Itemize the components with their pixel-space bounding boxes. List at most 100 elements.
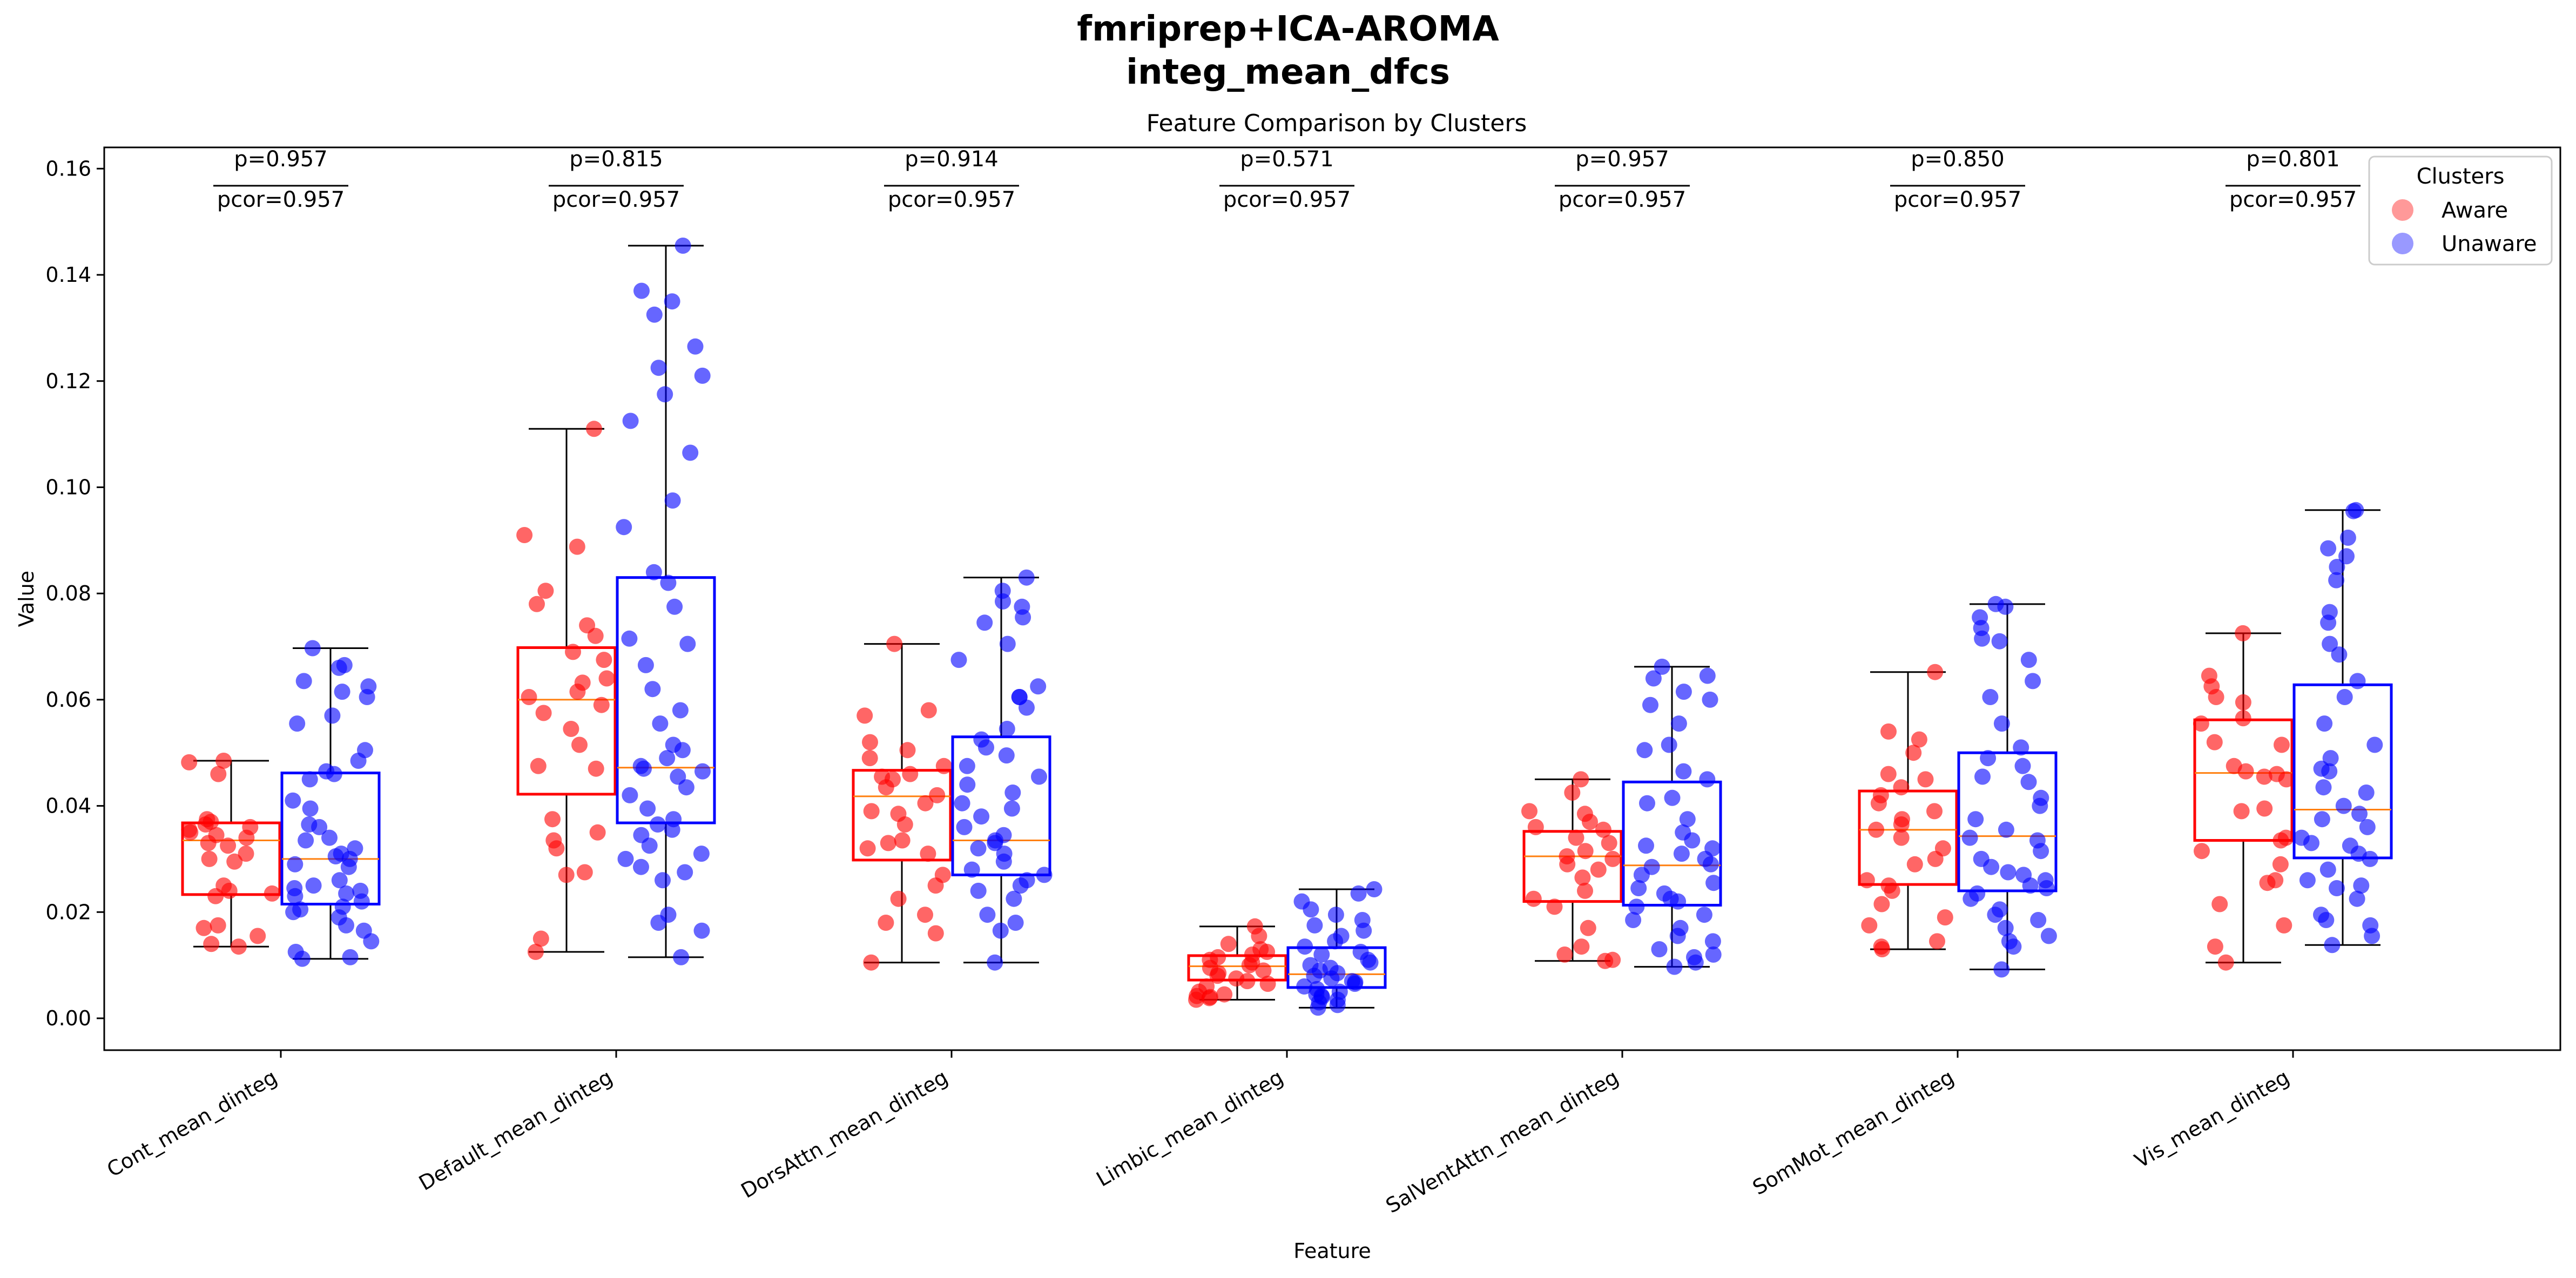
- data-point-aware: [527, 944, 544, 960]
- data-point-unaware: [1664, 789, 1681, 806]
- data-point-aware: [1546, 898, 1563, 915]
- data-point-aware: [1927, 850, 1944, 867]
- data-point-unaware: [1015, 609, 1031, 626]
- data-point-unaware: [304, 640, 321, 657]
- data-point-aware: [886, 635, 903, 652]
- data-point-unaware: [644, 681, 661, 698]
- data-point-unaware: [675, 238, 691, 254]
- data-point-unaware: [287, 856, 304, 873]
- data-point-aware: [1573, 771, 1589, 788]
- data-point-unaware: [1983, 858, 2000, 875]
- data-point-unaware: [999, 635, 1016, 652]
- data-point-aware: [1239, 973, 1256, 990]
- data-point-unaware: [2303, 835, 2319, 851]
- data-point-unaware: [1651, 941, 1668, 958]
- data-point-aware: [2235, 710, 2251, 727]
- data-point-aware: [1911, 731, 1927, 748]
- data-point-unaware: [959, 758, 975, 774]
- data-point-unaware: [677, 864, 693, 881]
- data-point-unaware: [2353, 877, 2370, 894]
- data-point-aware: [1556, 946, 1573, 963]
- data-point-unaware: [350, 753, 367, 769]
- data-point-aware: [927, 925, 944, 942]
- data-point-unaware: [1346, 976, 1363, 992]
- data-point-aware: [1241, 957, 1258, 973]
- data-point-aware: [917, 907, 933, 923]
- data-point-unaware: [287, 888, 304, 904]
- box-unaware: [951, 735, 1051, 876]
- data-point-unaware: [1329, 997, 1346, 1013]
- data-point-aware: [862, 734, 878, 750]
- box-unaware: [2292, 683, 2393, 860]
- data-point-unaware: [2366, 736, 2383, 753]
- data-point-aware: [1929, 933, 1945, 950]
- data-point-unaware: [2000, 864, 2017, 881]
- data-point-unaware: [2314, 811, 2330, 828]
- data-point-aware: [1189, 988, 1205, 1004]
- data-point-aware: [529, 596, 545, 612]
- data-point-unaware: [655, 872, 671, 889]
- data-point-aware: [1880, 723, 1897, 740]
- data-point-unaware: [2364, 928, 2381, 944]
- data-point-aware: [1873, 896, 1890, 912]
- data-point-unaware: [621, 630, 638, 647]
- data-point-aware: [264, 885, 280, 902]
- data-point-aware: [880, 835, 896, 851]
- data-point-unaware: [2324, 937, 2341, 954]
- data-point-unaware: [295, 673, 312, 689]
- data-point-aware: [249, 928, 266, 944]
- data-point-aware: [878, 915, 894, 931]
- data-point-unaware: [2339, 529, 2356, 546]
- legend-label-unaware: Unaware: [2442, 232, 2537, 256]
- data-point-aware: [2272, 832, 2289, 849]
- legend-label-aware: Aware: [2442, 198, 2508, 223]
- data-point-unaware: [1993, 715, 2010, 732]
- data-point-unaware: [987, 835, 1003, 851]
- data-point-aware: [1573, 938, 1590, 955]
- data-point-aware: [1927, 664, 1944, 680]
- data-point-unaware: [331, 872, 348, 889]
- data-point-unaware: [2318, 912, 2335, 928]
- data-point-unaware: [1982, 689, 1999, 705]
- data-point-aware: [2211, 896, 2228, 912]
- data-point-unaware: [1974, 768, 1991, 785]
- data-point-aware: [532, 930, 549, 947]
- data-point-aware: [1590, 861, 1607, 878]
- data-point-unaware: [1327, 907, 1344, 923]
- data-point-unaware: [622, 413, 639, 429]
- data-point-aware: [238, 846, 254, 862]
- data-point-aware: [200, 835, 217, 851]
- legend-marker-unaware: [2392, 233, 2413, 254]
- data-point-unaware: [326, 766, 342, 782]
- data-point-unaware: [1687, 954, 1704, 971]
- data-point-aware: [2256, 800, 2273, 817]
- data-point-aware: [1251, 928, 1267, 944]
- data-point-unaware: [1963, 890, 1979, 907]
- data-point-unaware: [1679, 811, 1696, 828]
- p-value-label: p=0.571: [1240, 147, 1333, 172]
- data-point-aware: [863, 954, 880, 971]
- data-point-aware: [589, 824, 606, 841]
- data-point-unaware: [1313, 946, 1330, 963]
- data-point-unaware: [1642, 697, 1658, 713]
- data-point-unaware: [650, 915, 667, 931]
- y-tick-label: 0.10: [45, 475, 91, 499]
- data-point-aware: [593, 697, 610, 713]
- data-point-aware: [1604, 850, 1621, 867]
- data-point-unaware: [1362, 954, 1379, 971]
- data-point-unaware: [1661, 736, 1677, 753]
- data-point-aware: [1527, 819, 1544, 835]
- data-point-unaware: [963, 861, 980, 878]
- data-point-aware: [2259, 875, 2276, 891]
- data-point-aware: [1564, 785, 1581, 801]
- data-point-aware: [537, 583, 554, 599]
- y-axis-label: Value: [15, 571, 38, 627]
- data-point-unaware: [338, 885, 355, 902]
- data-point-aware: [2208, 689, 2224, 705]
- data-point-aware: [2237, 763, 2254, 780]
- data-point-aware: [1559, 856, 1576, 873]
- data-point-unaware: [294, 950, 311, 967]
- data-point-aware: [902, 766, 919, 782]
- data-point-aware: [894, 832, 911, 849]
